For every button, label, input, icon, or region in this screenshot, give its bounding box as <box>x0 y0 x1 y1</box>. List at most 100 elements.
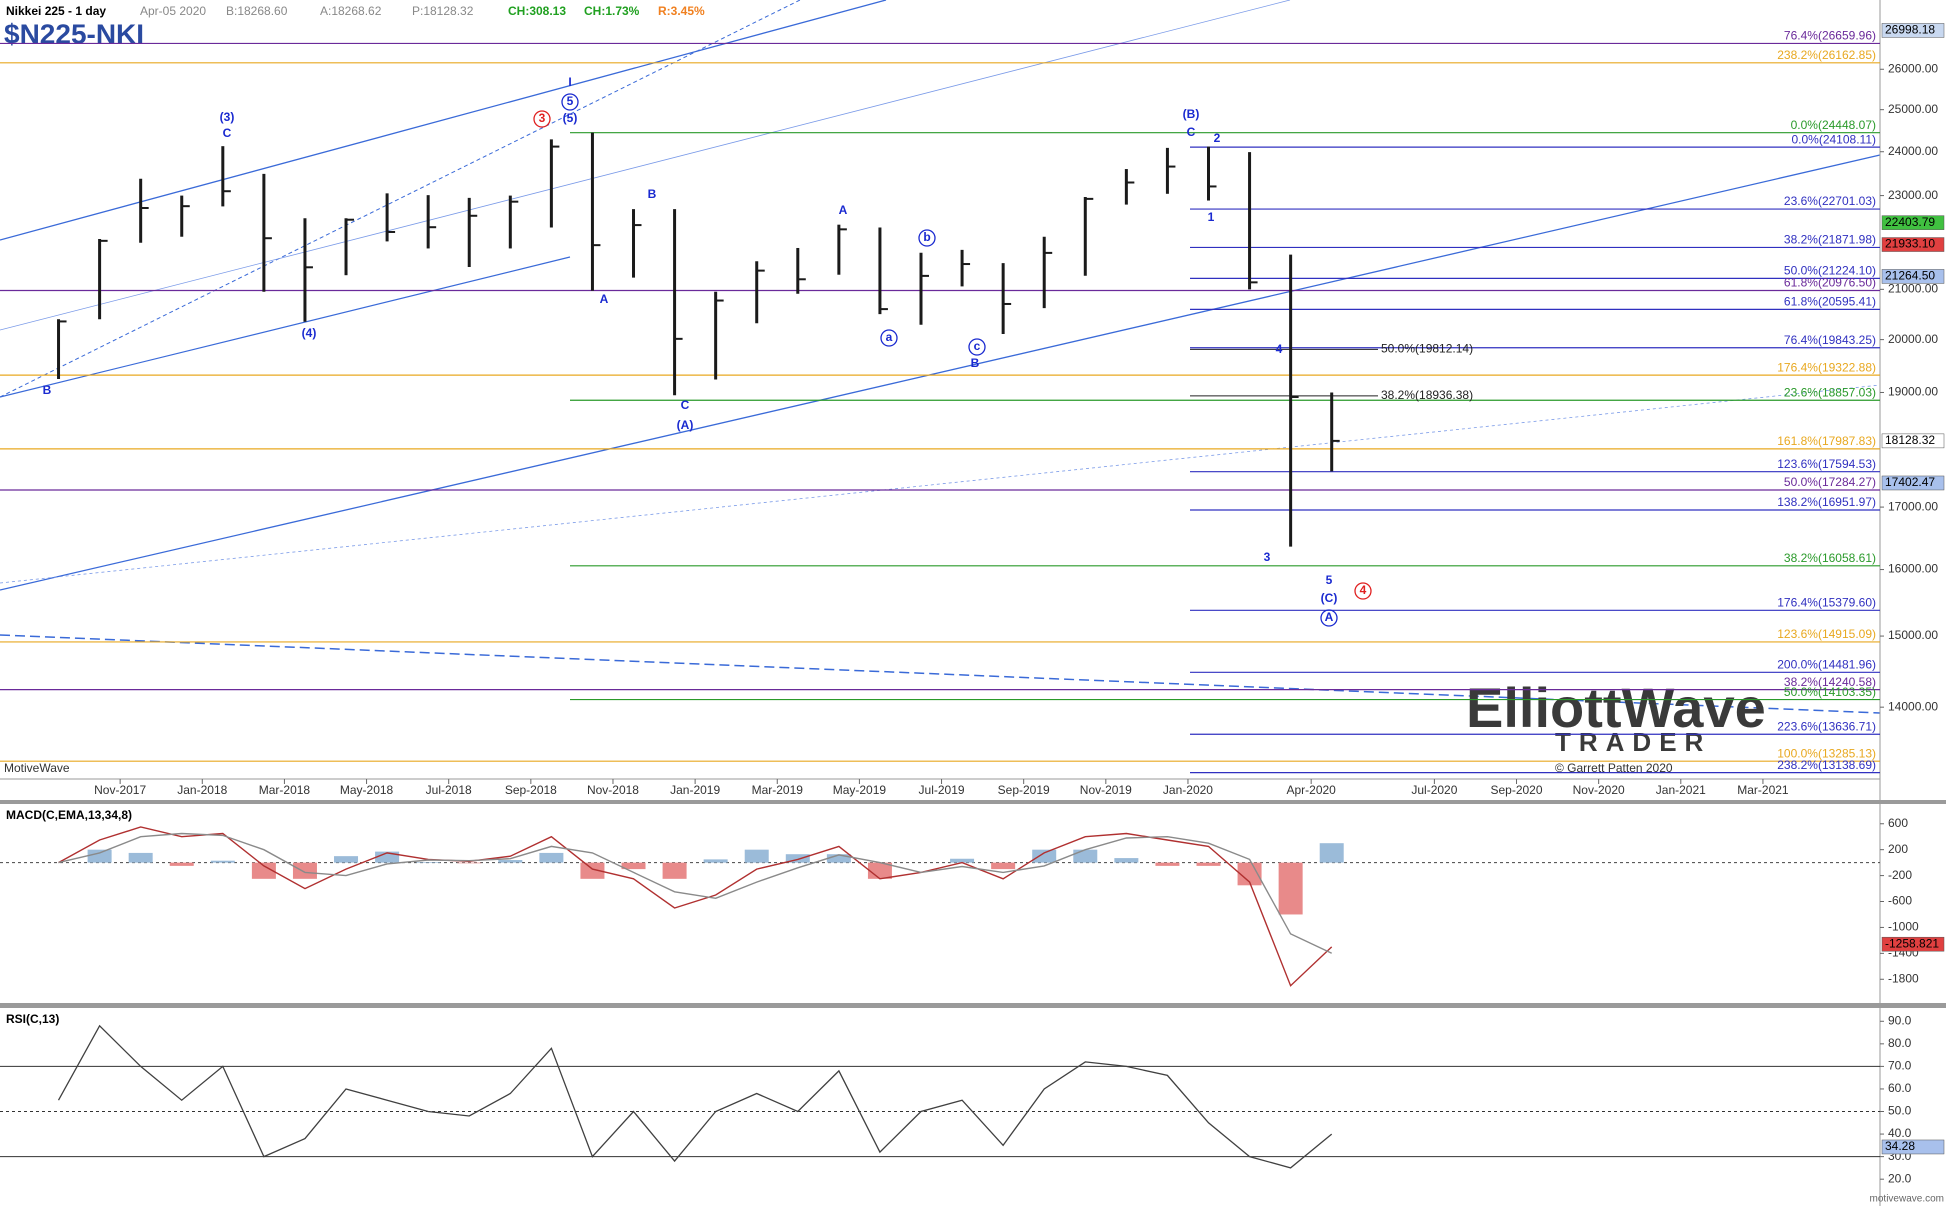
fib-level-label: 76.4%(19843.25) <box>1784 333 1876 347</box>
histogram-bar <box>416 861 441 863</box>
header-price: P:18128.32 <box>412 4 474 18</box>
histogram-bar <box>744 849 769 863</box>
fib-level-label: 23.6%(18857.03) <box>1784 385 1876 399</box>
y-tick-label: -1000 <box>1888 920 1919 934</box>
wave-label: B <box>43 383 52 397</box>
rsi-line <box>57 1024 1333 1169</box>
x-tick-label: Jan-2021 <box>1656 783 1706 797</box>
wave-label: 2 <box>1214 131 1221 145</box>
y-tick-label: 90.0 <box>1888 1013 1912 1027</box>
fib-level-label: 200.0%(14481.96) <box>1777 657 1876 671</box>
histogram-bar <box>950 858 975 863</box>
histogram-bar <box>334 856 359 863</box>
wave-label: A <box>839 203 848 217</box>
wave-label: A <box>1325 610 1334 624</box>
trend-line <box>0 256 571 398</box>
price-marker-label: 34.28 <box>1885 1139 1915 1153</box>
trend-line <box>0 0 801 398</box>
wave-label: 3 <box>539 111 546 125</box>
macd-line <box>58 832 1332 954</box>
wave-label: (B) <box>1183 107 1200 121</box>
wave-label: 4 <box>1276 342 1283 356</box>
price-marker-label: 17402.47 <box>1885 475 1935 489</box>
wave-circle <box>1354 582 1372 600</box>
histogram-bar <box>621 862 646 870</box>
price-marker <box>1881 237 1945 252</box>
price-marker <box>1881 475 1945 491</box>
wave-label: 5 <box>1326 573 1333 587</box>
fib-level-label: 138.2%(16951.97) <box>1777 495 1876 509</box>
histogram-bar <box>1114 858 1139 863</box>
wave-label: 5 <box>567 94 574 108</box>
wave-label: C <box>681 398 690 412</box>
wave-label: 3 <box>1264 550 1271 564</box>
histogram-bar <box>251 862 276 879</box>
y-tick-label: 40.0 <box>1888 1126 1912 1140</box>
x-tick-label: Nov-2018 <box>587 783 639 797</box>
histogram-bar <box>662 862 687 879</box>
wave-label: (C) <box>1321 591 1338 605</box>
x-tick-label: Mar-2019 <box>752 783 804 797</box>
fib-level-label: 176.4%(15379.60) <box>1777 595 1876 609</box>
histogram-bar <box>1073 849 1098 863</box>
x-tick-label: Jan-2018 <box>177 783 227 797</box>
histogram-bar <box>785 854 810 863</box>
price-marker-label: 22403.79 <box>1885 215 1935 229</box>
wave-circle <box>918 229 936 247</box>
y-tick-label: -600 <box>1888 894 1912 908</box>
wave-label: (A) <box>677 418 694 432</box>
wave-label: a <box>886 330 893 344</box>
y-tick-label: 70.0 <box>1888 1059 1912 1073</box>
wave-label: B <box>648 187 657 201</box>
wave-label: B <box>971 356 980 370</box>
price-marker <box>1881 23 1945 38</box>
x-tick-label: Mar-2018 <box>259 783 311 797</box>
x-tick-label: Sep-2018 <box>505 783 557 797</box>
y-tick-label: 25000.00 <box>1888 102 1938 116</box>
histogram-bar <box>210 860 235 863</box>
brand: MotiveWave <box>4 761 70 775</box>
histogram-bar <box>991 862 1016 870</box>
panel-title: RSI(C,13) <box>6 1012 59 1026</box>
wave-circle <box>880 329 898 347</box>
trend-line <box>0 0 1291 331</box>
header-bid: B:18268.60 <box>226 4 288 18</box>
y-tick-label: 50.0 <box>1888 1104 1912 1118</box>
histogram-bar <box>580 862 605 879</box>
price-marker-label: 26998.18 <box>1885 23 1935 37</box>
wave-label: I <box>568 75 571 89</box>
y-tick-label: 80.0 <box>1888 1036 1912 1050</box>
header-change-pct: CH:1.73% <box>584 4 640 18</box>
fib-level-label: 50.0%(17284.27) <box>1784 475 1876 489</box>
y-tick-label: 14000.00 <box>1888 699 1938 713</box>
symbol: $N225-NKI <box>4 18 144 49</box>
y-tick-label: 600 <box>1888 816 1908 830</box>
y-tick-label: 23000.00 <box>1888 188 1938 202</box>
y-tick-label: 24000.00 <box>1888 144 1938 158</box>
x-tick-label: Jul-2020 <box>1411 783 1457 797</box>
fib-level-label: 123.6%(17594.53) <box>1777 457 1876 471</box>
logo-credit: © Garrett Patten 2020 <box>1555 761 1673 775</box>
trend-line <box>0 154 1881 591</box>
panel-title: MACD(C,EMA,13,34,8) <box>6 808 132 822</box>
trend-line <box>0 0 887 241</box>
x-tick-label: Nov-2020 <box>1573 783 1625 797</box>
price-marker-label: 18128.32 <box>1885 433 1935 447</box>
x-tick-label: Nov-2019 <box>1080 783 1132 797</box>
inner-level-label: 50.0%(19812.14) <box>1381 342 1473 356</box>
x-tick-label: Apr-2020 <box>1286 783 1336 797</box>
histogram-bar <box>1196 862 1221 866</box>
watermark: motivewave.com <box>1870 1194 1944 1205</box>
x-tick-label: May-2018 <box>340 783 394 797</box>
x-tick-label: Jan-2020 <box>1163 783 1213 797</box>
x-tick-label: Jul-2018 <box>426 783 472 797</box>
fib-level-label: 61.8%(20595.41) <box>1784 295 1876 309</box>
fib-level-label: 0.0%(24108.11) <box>1791 132 1876 146</box>
y-tick-label: 26000.00 <box>1888 61 1938 75</box>
price-marker <box>1881 433 1945 449</box>
logo-sub: TRADER <box>1555 727 1711 757</box>
fib-level-label: 50.0%(21224.10) <box>1784 264 1876 278</box>
y-tick-label: -1800 <box>1888 971 1919 985</box>
price-marker <box>1881 215 1945 230</box>
